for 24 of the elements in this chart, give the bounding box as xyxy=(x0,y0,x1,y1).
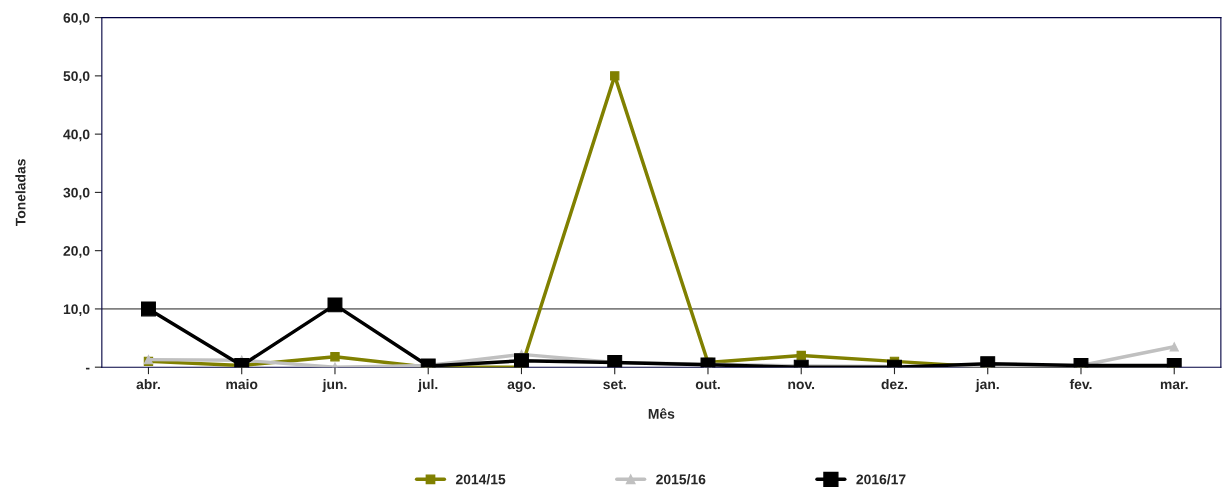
x-tick-label: mar. xyxy=(1160,381,1188,390)
x-tick-label: ago. xyxy=(507,381,535,392)
y-tick-label: 60,0 xyxy=(63,12,90,25)
legend-label: 2016/17 xyxy=(856,474,906,485)
y-tick-label: 10,0 xyxy=(63,304,90,317)
y-tick-label: 30,0 xyxy=(63,187,90,200)
legend-label: 2014/15 xyxy=(455,474,506,485)
x-tick-label: dez. xyxy=(881,379,908,390)
x-tick-label: jan. xyxy=(975,379,999,392)
y-axis-title: Toneladas xyxy=(15,159,26,227)
y-tick-label: 40,0 xyxy=(63,129,90,142)
x-tick-label: jun. xyxy=(322,379,347,392)
y-tick-label: - xyxy=(85,367,90,370)
x-tick-label: jul. xyxy=(417,379,438,392)
y-tick-label: 20,0 xyxy=(63,246,90,258)
x-tick-label: fev. xyxy=(1069,379,1092,390)
legend-label: 2015/16 xyxy=(656,474,706,485)
x-axis-title: Mês xyxy=(648,408,675,419)
x-tick-label: set. xyxy=(603,380,626,390)
x-tick-label: abr. xyxy=(136,379,160,390)
y-tick-label: 50,0 xyxy=(63,71,90,84)
x-tick-label: maio xyxy=(226,379,258,390)
x-tick-label: nov. xyxy=(788,381,815,390)
x-tick-label: out. xyxy=(695,380,720,390)
